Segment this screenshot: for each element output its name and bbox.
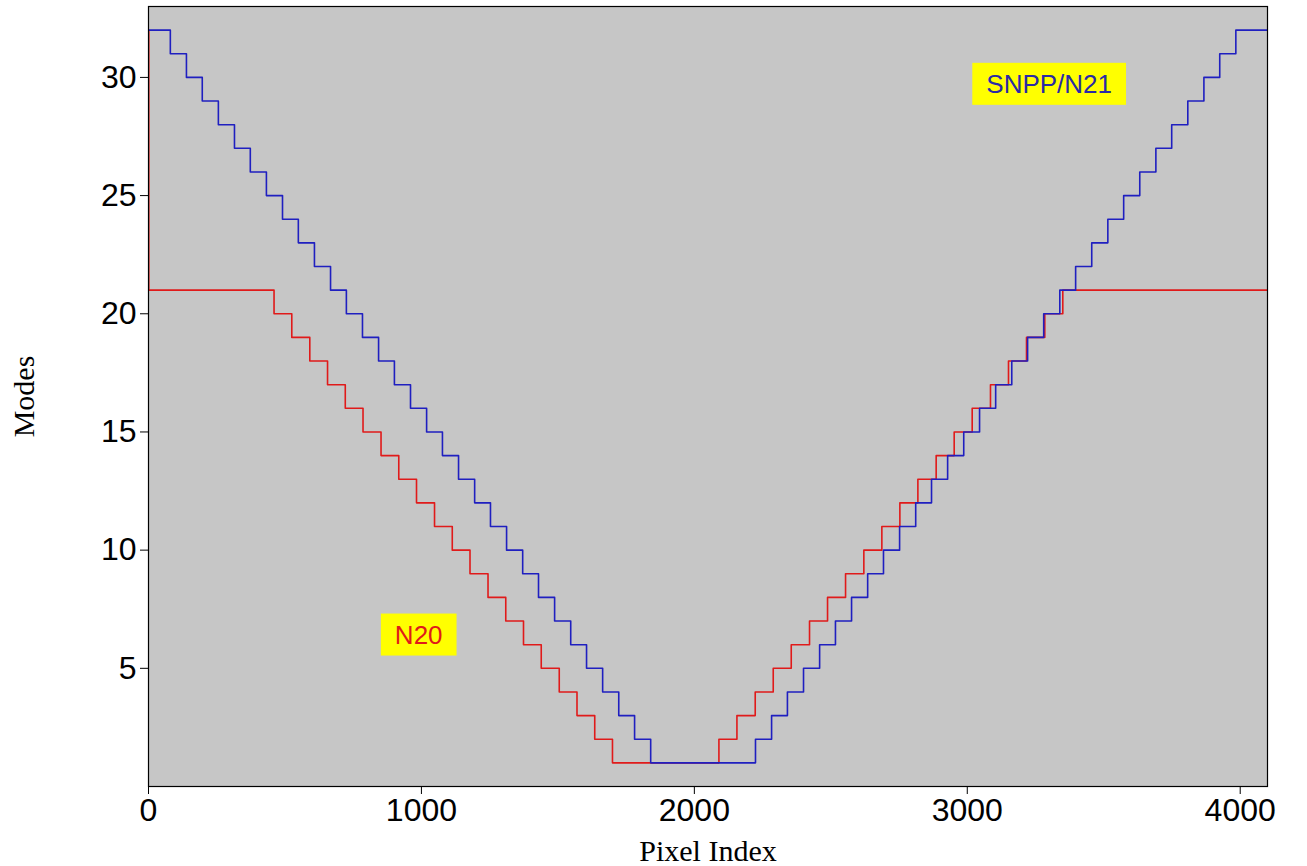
svg-text:Modes: Modes: [7, 356, 40, 438]
svg-text:25: 25: [101, 177, 137, 213]
svg-text:4000: 4000: [1205, 792, 1276, 828]
svg-text:SNPP/N21: SNPP/N21: [986, 69, 1112, 99]
svg-text:1000: 1000: [386, 792, 457, 828]
svg-text:5: 5: [119, 650, 137, 686]
svg-text:10: 10: [101, 531, 137, 567]
svg-text:30: 30: [101, 59, 137, 95]
svg-text:20: 20: [101, 295, 137, 331]
svg-text:2000: 2000: [659, 792, 730, 828]
svg-text:N20: N20: [395, 620, 443, 650]
svg-text:15: 15: [101, 413, 137, 449]
svg-text:3000: 3000: [932, 792, 1003, 828]
svg-text:Pixel Index: Pixel Index: [639, 834, 776, 866]
svg-text:0: 0: [140, 792, 158, 828]
